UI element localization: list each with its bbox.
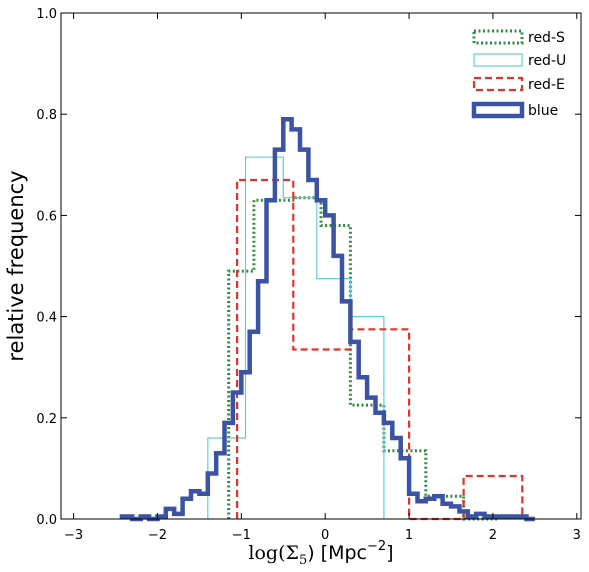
- legend-swatch-blue: [471, 101, 525, 119]
- series-blue-line: [119, 117, 535, 522]
- x-tick-label: 1: [405, 528, 413, 543]
- plot-frame: [60, 12, 582, 520]
- legend-label-red-U: red-U: [528, 53, 566, 69]
- x-axis-label-subscript: 5: [299, 553, 307, 568]
- x-tick-label: −2: [148, 528, 167, 543]
- legend-label-red-E: red-E: [528, 77, 565, 93]
- legend-label-red-S: red-S: [528, 30, 565, 46]
- legend: red-S red-U red-E blue: [471, 29, 566, 119]
- x-tick-label: 3: [573, 528, 581, 543]
- y-tick-label: 0.6: [36, 209, 57, 224]
- x-axis-label: log(Σ5) [Mpc−2]: [248, 539, 393, 568]
- y-tick-label: 0.2: [36, 412, 57, 427]
- x-axis-label-math: log(Σ: [248, 542, 299, 564]
- x-axis-label-close: ]: [386, 542, 393, 564]
- legend-label-blue: blue: [528, 103, 558, 119]
- series-red-S-line: [227, 196, 498, 521]
- y-tick-label: 0.8: [36, 108, 57, 123]
- y-axis-label: relative frequency: [4, 170, 28, 361]
- legend-swatch-red-E: [472, 76, 524, 92]
- ticks-layer: −3 −2 −1 0 1 2 3 0.0 0.2 0.4 0.6 0.8 1.0: [36, 7, 581, 543]
- x-tick-label: −3: [64, 528, 83, 543]
- y-tick-label: 0.0: [36, 513, 57, 528]
- x-axis-label-unit: ) [Mpc: [307, 542, 367, 564]
- x-tick-label: 2: [489, 528, 497, 543]
- x-tick-label: 0: [321, 528, 329, 543]
- y-tick-label: 1.0: [36, 7, 57, 22]
- x-tick-label: −1: [232, 528, 251, 543]
- x-axis-label-superscript: −2: [367, 539, 386, 554]
- series-red-U-line: [207, 156, 385, 519]
- legend-swatch-red-S: [472, 29, 524, 45]
- y-tick-label: 0.4: [36, 311, 57, 326]
- legend-swatch-red-U: [473, 53, 523, 67]
- series-layer: [119, 117, 535, 522]
- series-red-E-line: [236, 178, 524, 521]
